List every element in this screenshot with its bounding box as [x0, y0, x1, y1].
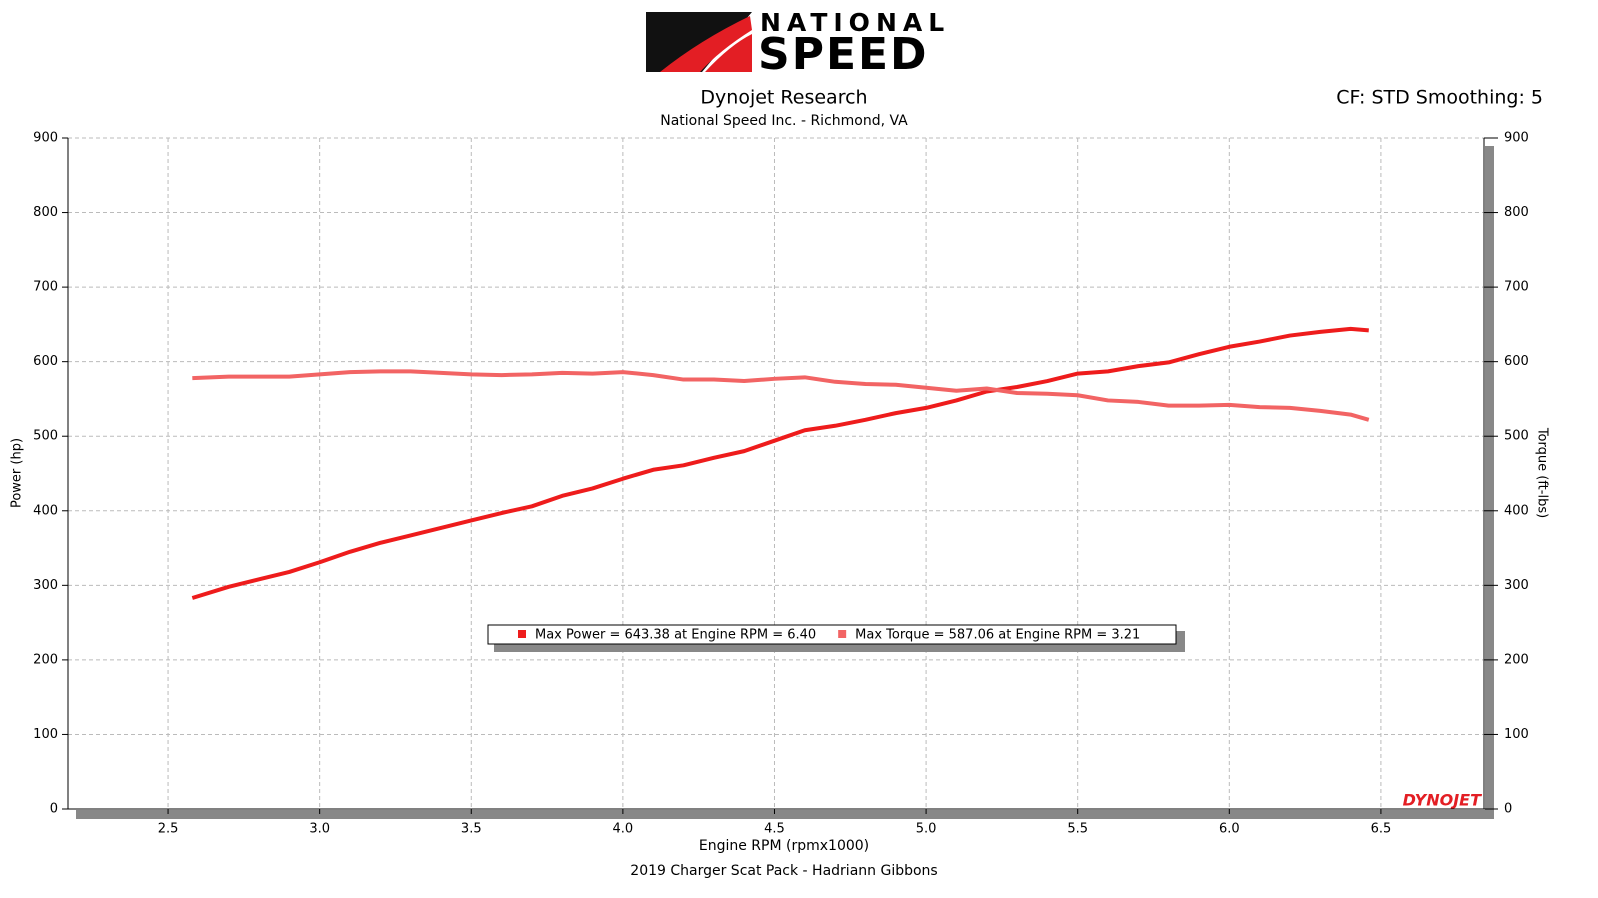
x-tick-label: 4.5 [764, 822, 785, 837]
y-tick-label: 800 [33, 205, 58, 220]
y2-tick-label: 700 [1504, 280, 1529, 295]
logo-mark [646, 12, 752, 72]
legend [487, 624, 1177, 645]
x-tick-label: 3.0 [309, 822, 330, 837]
y2-tick-label: 500 [1504, 429, 1529, 444]
axis-shadow [1485, 146, 1494, 819]
chart-subtitle: National Speed Inc. - Richmond, VA [660, 113, 908, 129]
x-tick-label: 4.0 [613, 822, 634, 837]
y-tick-label: 400 [33, 503, 58, 518]
y2-tick-label: 900 [1504, 131, 1529, 146]
y-tick-label: 300 [33, 578, 58, 593]
watermark: DYNOJET [1403, 791, 1483, 810]
series-line [191, 326, 1369, 600]
series-line [192, 369, 1370, 422]
y2-tick-label: 800 [1504, 205, 1529, 220]
logo-bottom: SPEED [758, 29, 929, 80]
x-tick-label: 5.0 [916, 822, 937, 837]
y2-axis-label: Torque (ft-lbs) [1535, 427, 1550, 518]
y2-tick-label: 200 [1504, 652, 1529, 667]
logo: NATIONAL SPEED [646, 8, 950, 80]
legend-marker [838, 630, 847, 638]
y-tick-label: 600 [33, 354, 58, 369]
y2-tick-label: 400 [1504, 503, 1529, 518]
y2-tick-label: 100 [1504, 727, 1529, 742]
legend-label: Max Power = 643.38 at Engine RPM = 6.40 [535, 628, 816, 643]
y2-tick-label: 600 [1504, 354, 1529, 369]
settings-label: CF: STD Smoothing: 5 [1336, 87, 1543, 109]
y-tick-label: 500 [33, 429, 58, 444]
x-tick-label: 6.0 [1219, 822, 1240, 837]
y-tick-label: 0 [50, 802, 58, 817]
legend-label: Max Torque = 587.06 at Engine RPM = 3.21 [855, 628, 1140, 643]
axis-shadow [76, 810, 1494, 819]
y-tick-label: 200 [33, 652, 58, 667]
logo-top: NATIONAL [760, 8, 950, 37]
y2-tick-label: 300 [1504, 578, 1529, 593]
y-tick-label: 700 [33, 280, 58, 295]
x-tick-label: 5.5 [1067, 822, 1088, 837]
y2-tick-label: 0 [1504, 802, 1512, 817]
y-axis-label: Power (hp) [10, 438, 25, 508]
footer: 2019 Charger Scat Pack - Hadriann Gibbon… [630, 863, 937, 879]
logo-swoosh [705, 34, 752, 72]
x-tick-label: 3.5 [461, 822, 482, 837]
x-tick-label: 6.5 [1371, 822, 1392, 837]
x-axis-label: Engine RPM (rpmx1000) [699, 838, 869, 854]
y-tick-label: 900 [33, 131, 58, 146]
logo-swoosh [660, 16, 752, 72]
chart-title: Dynojet Research [700, 87, 867, 109]
legend-marker [518, 630, 526, 638]
y-tick-label: 100 [33, 727, 58, 742]
x-tick-label: 2.5 [158, 822, 179, 837]
